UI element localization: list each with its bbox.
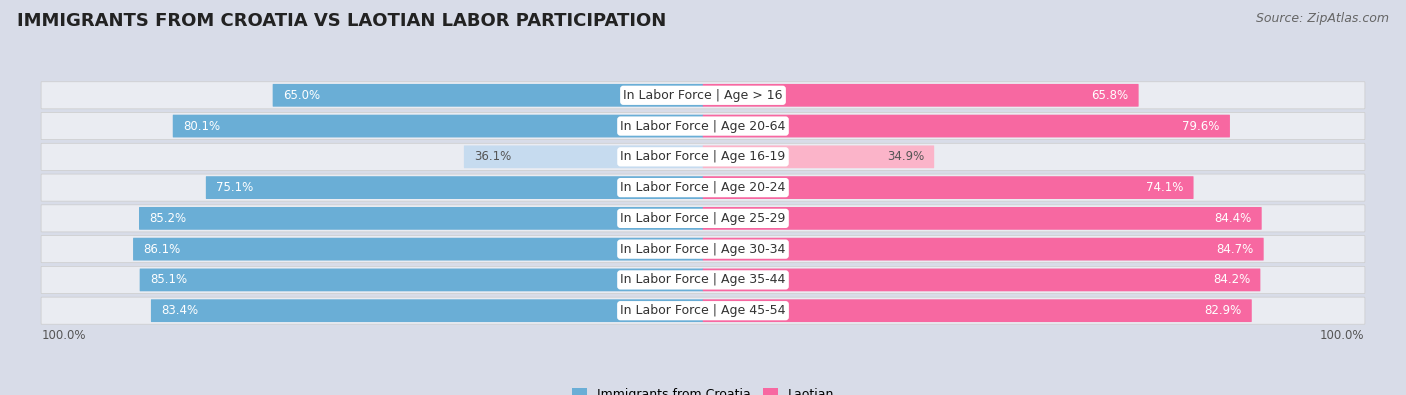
FancyBboxPatch shape bbox=[139, 207, 703, 230]
FancyBboxPatch shape bbox=[703, 84, 1139, 107]
FancyBboxPatch shape bbox=[150, 299, 703, 322]
Legend: Immigrants from Croatia, Laotian: Immigrants from Croatia, Laotian bbox=[567, 383, 839, 395]
Text: 34.9%: 34.9% bbox=[887, 150, 924, 164]
Text: In Labor Force | Age 16-19: In Labor Force | Age 16-19 bbox=[620, 150, 786, 164]
Text: 79.6%: 79.6% bbox=[1182, 120, 1220, 133]
Text: In Labor Force | Age 35-44: In Labor Force | Age 35-44 bbox=[620, 273, 786, 286]
FancyBboxPatch shape bbox=[205, 176, 703, 199]
FancyBboxPatch shape bbox=[173, 115, 703, 137]
FancyBboxPatch shape bbox=[703, 269, 1260, 291]
Text: 85.1%: 85.1% bbox=[150, 273, 187, 286]
FancyBboxPatch shape bbox=[703, 115, 1230, 137]
FancyBboxPatch shape bbox=[273, 84, 703, 107]
FancyBboxPatch shape bbox=[41, 113, 1365, 139]
FancyBboxPatch shape bbox=[139, 269, 703, 291]
Text: 86.1%: 86.1% bbox=[143, 243, 180, 256]
FancyBboxPatch shape bbox=[41, 143, 1365, 170]
FancyBboxPatch shape bbox=[41, 82, 1365, 109]
Text: In Labor Force | Age 20-24: In Labor Force | Age 20-24 bbox=[620, 181, 786, 194]
Text: 100.0%: 100.0% bbox=[41, 329, 86, 342]
Text: 36.1%: 36.1% bbox=[474, 150, 512, 164]
Text: 84.2%: 84.2% bbox=[1213, 273, 1250, 286]
Text: In Labor Force | Age 30-34: In Labor Force | Age 30-34 bbox=[620, 243, 786, 256]
Text: 75.1%: 75.1% bbox=[217, 181, 253, 194]
FancyBboxPatch shape bbox=[703, 145, 934, 168]
Text: 84.7%: 84.7% bbox=[1216, 243, 1254, 256]
FancyBboxPatch shape bbox=[703, 238, 1264, 261]
FancyBboxPatch shape bbox=[134, 238, 703, 261]
Text: IMMIGRANTS FROM CROATIA VS LAOTIAN LABOR PARTICIPATION: IMMIGRANTS FROM CROATIA VS LAOTIAN LABOR… bbox=[17, 12, 666, 30]
Text: 83.4%: 83.4% bbox=[162, 304, 198, 317]
Text: 82.9%: 82.9% bbox=[1205, 304, 1241, 317]
Text: In Labor Force | Age 25-29: In Labor Force | Age 25-29 bbox=[620, 212, 786, 225]
FancyBboxPatch shape bbox=[41, 235, 1365, 263]
Text: 65.0%: 65.0% bbox=[283, 89, 321, 102]
FancyBboxPatch shape bbox=[703, 299, 1251, 322]
Text: In Labor Force | Age 45-54: In Labor Force | Age 45-54 bbox=[620, 304, 786, 317]
FancyBboxPatch shape bbox=[41, 266, 1365, 293]
FancyBboxPatch shape bbox=[464, 145, 703, 168]
FancyBboxPatch shape bbox=[703, 176, 1194, 199]
FancyBboxPatch shape bbox=[41, 174, 1365, 201]
FancyBboxPatch shape bbox=[41, 205, 1365, 232]
Text: Source: ZipAtlas.com: Source: ZipAtlas.com bbox=[1256, 12, 1389, 25]
FancyBboxPatch shape bbox=[41, 297, 1365, 324]
Text: 74.1%: 74.1% bbox=[1146, 181, 1184, 194]
Text: In Labor Force | Age > 16: In Labor Force | Age > 16 bbox=[623, 89, 783, 102]
Text: 80.1%: 80.1% bbox=[183, 120, 221, 133]
Text: In Labor Force | Age 20-64: In Labor Force | Age 20-64 bbox=[620, 120, 786, 133]
Text: 100.0%: 100.0% bbox=[1320, 329, 1365, 342]
FancyBboxPatch shape bbox=[703, 207, 1261, 230]
Text: 65.8%: 65.8% bbox=[1091, 89, 1129, 102]
Text: 84.4%: 84.4% bbox=[1215, 212, 1251, 225]
Text: 85.2%: 85.2% bbox=[149, 212, 187, 225]
